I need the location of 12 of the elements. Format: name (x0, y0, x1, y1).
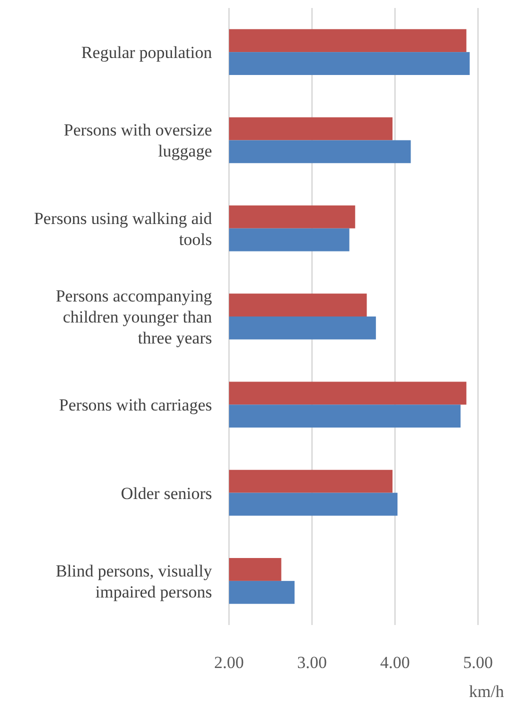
y-tick-label: Persons with oversize luggage (64, 120, 212, 161)
x-tick-label: 3.00 (297, 653, 327, 672)
y-tick-label: Persons with carriages (59, 396, 212, 415)
x-tick-label: 5.00 (463, 653, 493, 672)
y-tick-label: Regular population (81, 43, 212, 62)
y-tick-label: Older seniors (120, 484, 212, 503)
x-axis-title: km/h (469, 682, 504, 701)
x-tick-label: 4.00 (380, 653, 410, 672)
y-tick-label: Persons accompanying children younger than three years (56, 286, 212, 348)
y-tick-label: Persons using walking aid tools (34, 208, 212, 249)
x-tick-label: 2.00 (214, 653, 244, 672)
y-tick-label: Blind persons, visually impaired persons (56, 561, 212, 602)
